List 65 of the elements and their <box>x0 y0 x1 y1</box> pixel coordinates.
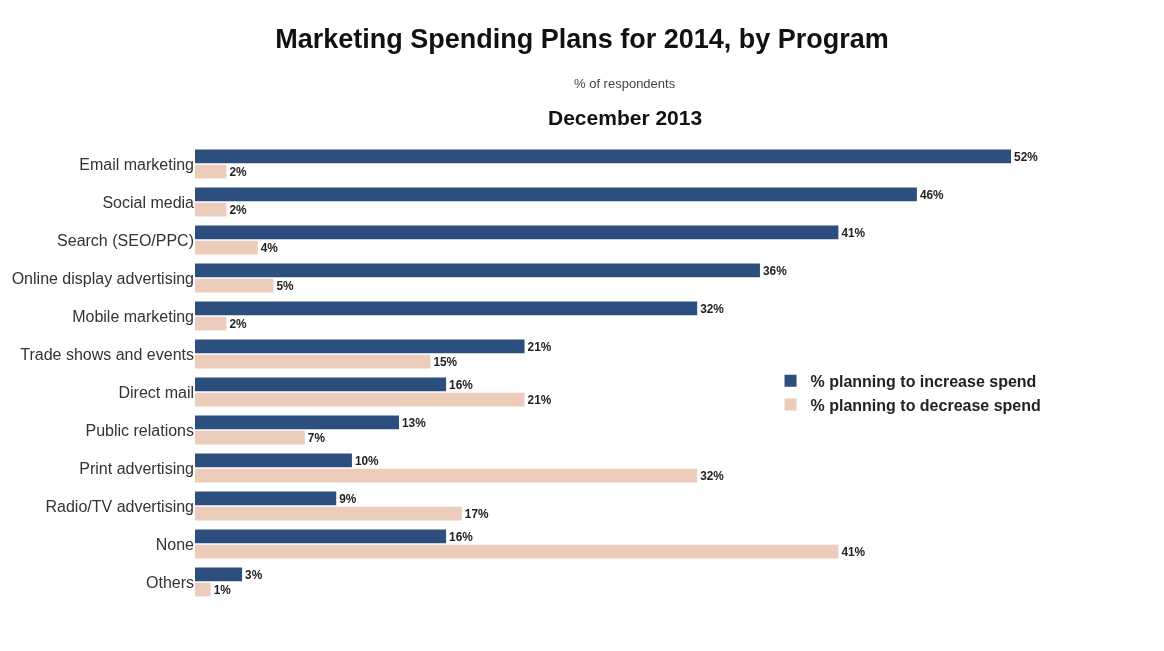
y-tick-label: Search (SEO/PPC) <box>57 231 194 249</box>
data-label: 5% <box>276 278 295 293</box>
bar <box>195 529 447 544</box>
data-label: 36% <box>762 263 788 278</box>
bar <box>195 453 352 468</box>
bar <box>195 354 431 369</box>
y-tick-label: Others <box>145 573 194 591</box>
data-label: 16% <box>449 377 474 392</box>
data-label: 3% <box>245 567 263 582</box>
bar <box>195 544 839 559</box>
y-tick-label: None <box>155 535 195 553</box>
data-label: 13% <box>402 415 427 430</box>
bar <box>195 301 698 316</box>
y-tick-label: Public relations <box>85 421 194 439</box>
data-label: 52% <box>1014 149 1039 164</box>
data-label: 32% <box>700 301 725 316</box>
bar <box>195 468 698 483</box>
data-label: 1% <box>213 582 232 597</box>
bar <box>195 225 839 240</box>
bar <box>195 202 227 217</box>
bar <box>195 506 462 521</box>
bar <box>195 187 917 202</box>
bar <box>195 164 227 179</box>
y-tick-label: Online display advertising <box>11 269 194 287</box>
text: December 2013 <box>548 106 703 129</box>
bar <box>195 567 243 582</box>
bar <box>195 491 337 506</box>
data-label: 16% <box>449 529 474 544</box>
bar <box>195 240 258 255</box>
y-tick-label: Radio/TV advertising <box>45 497 194 515</box>
bar <box>195 316 227 331</box>
data-label: 2% <box>229 202 247 217</box>
y-tick-label: Direct mail <box>118 383 194 401</box>
bar <box>195 278 274 293</box>
legend-label: % planning to decrease spend <box>810 396 1041 414</box>
data-label: 46% <box>919 187 945 202</box>
y-tick-label: Print advertising <box>79 459 194 477</box>
data-label: 10% <box>354 453 380 468</box>
data-label: 21% <box>527 339 552 354</box>
bar <box>195 263 760 278</box>
y-tick-label: Social media <box>102 193 195 211</box>
bar <box>195 582 211 597</box>
data-label: 17% <box>464 506 489 521</box>
data-label: 4% <box>260 240 279 255</box>
bar <box>195 149 1012 164</box>
legend-label: % planning to increase spend <box>810 373 1037 391</box>
data-label: 32% <box>700 468 725 483</box>
bar <box>195 392 525 407</box>
data-label: 41% <box>841 225 866 240</box>
bar <box>195 415 400 430</box>
bar <box>195 430 305 445</box>
data-label: 41% <box>841 544 866 559</box>
y-tick-label: Mobile marketing <box>72 307 194 325</box>
chart-title: Marketing Spending Plans for 2014, by Program <box>275 24 889 55</box>
bar <box>195 339 525 354</box>
y-tick-label: Trade shows and events <box>20 345 194 363</box>
data-label: 2% <box>229 316 247 331</box>
data-label: 2% <box>229 164 247 179</box>
data-label: 21% <box>527 392 552 407</box>
chart-subtitle: % of respondents <box>574 76 676 91</box>
bar <box>195 377 447 392</box>
data-label: 7% <box>307 430 326 445</box>
data-label: 15% <box>433 354 458 369</box>
y-tick-label: Email marketing <box>79 155 194 173</box>
data-label: 9% <box>339 491 357 506</box>
